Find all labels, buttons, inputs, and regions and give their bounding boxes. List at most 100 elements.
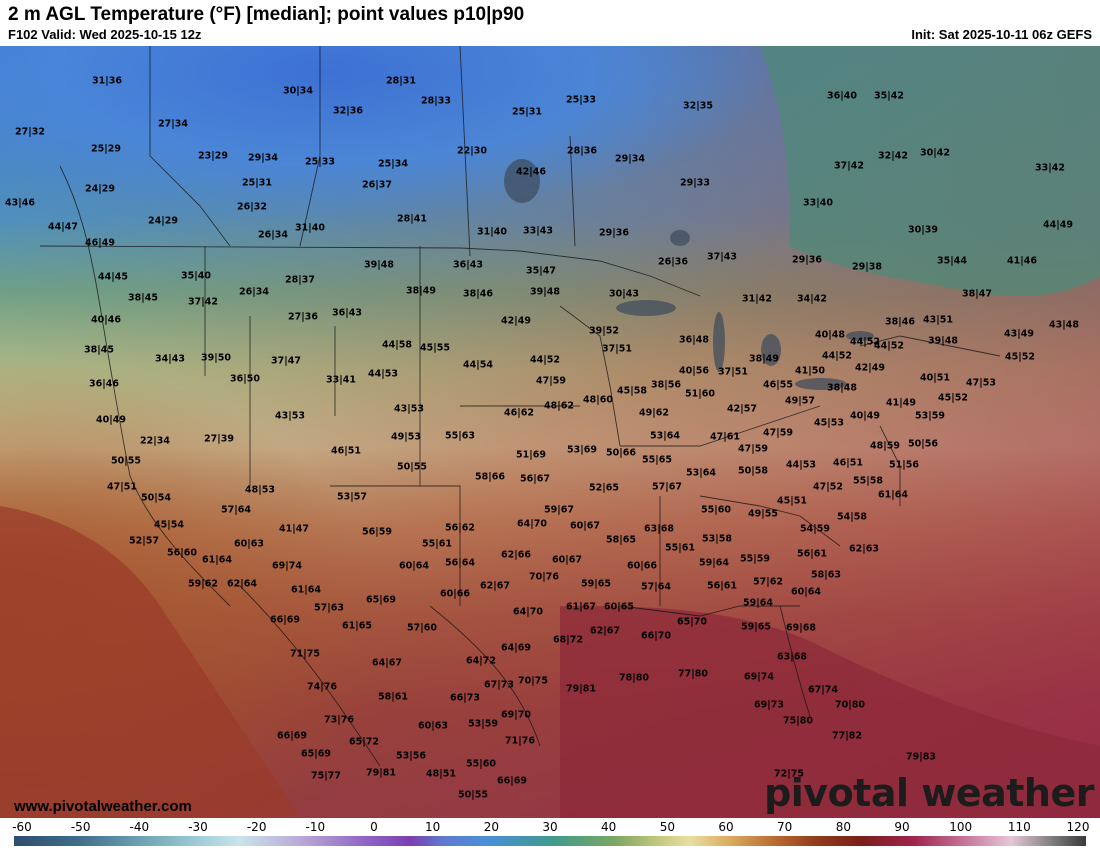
point-value: 44|52 [850, 336, 880, 348]
point-value: 28|37 [285, 274, 315, 286]
point-value: 35|42 [874, 90, 904, 102]
scale-tick-label: 30 [542, 820, 558, 834]
point-value: 42|49 [855, 362, 885, 374]
point-value: 69|73 [754, 699, 784, 711]
point-value: 59|65 [581, 578, 611, 590]
point-value: 26|34 [258, 229, 288, 241]
point-value: 59|67 [544, 504, 574, 516]
point-value: 40|56 [679, 365, 709, 377]
point-value: 34|42 [797, 293, 827, 305]
point-value: 47|53 [966, 377, 996, 389]
point-value: 60|66 [440, 588, 470, 600]
point-value: 29|33 [680, 177, 710, 189]
point-value: 43|53 [275, 410, 305, 422]
point-value: 63|68 [644, 523, 674, 535]
color-scale: -60 -50 -40 -30 -20 -10 0 10 20 30 40 50 60 70 80 90 100… [0, 818, 1100, 850]
point-value: 61|65 [342, 620, 372, 632]
point-value: 50|66 [606, 447, 636, 459]
point-value: 47|59 [738, 443, 768, 455]
point-value: 55|61 [665, 542, 695, 554]
point-value: 53|56 [396, 750, 426, 762]
scale-tick-label: 50 [659, 820, 675, 834]
scale-ticks: -60 -50 -40 -30 -20 -10 0 10 20 30 40 50 60 70 80 90 100… [0, 818, 1100, 834]
point-value: 40|51 [920, 372, 950, 384]
point-value: 55|59 [740, 553, 770, 565]
point-value: 60|63 [234, 538, 264, 550]
scale-tick-label: 110 [1007, 820, 1031, 834]
map-title: 2 m AGL Temperature (°F) [median]; point… [8, 4, 525, 25]
point-value: 26|37 [362, 179, 392, 191]
point-value: 72|75 [774, 768, 804, 780]
point-value: 74|76 [307, 681, 337, 693]
point-value: 57|67 [652, 481, 682, 493]
point-value: 62|66 [501, 549, 531, 561]
temperature-map[interactable]: 31|36 30|34 28|31 28|33 32|36 25|31 25|33 32|35… [0, 46, 1100, 818]
point-value: 27|36 [288, 311, 318, 323]
point-value: 70|80 [835, 699, 865, 711]
point-value: 28|41 [397, 213, 427, 225]
point-value: 38|45 [84, 344, 114, 356]
point-value: 50|55 [397, 461, 427, 473]
point-value: 51|60 [685, 388, 715, 400]
point-value: 65|69 [301, 748, 331, 760]
point-value: 62|67 [480, 580, 510, 592]
point-value: 60|65 [604, 601, 634, 613]
header: 2 m AGL Temperature (°F) [median]; point… [0, 0, 1100, 46]
point-value: 28|33 [421, 95, 451, 107]
point-value: 62|67 [590, 625, 620, 637]
point-value: 29|36 [792, 254, 822, 266]
point-value: 25|33 [566, 94, 596, 106]
point-value: 66|69 [277, 730, 307, 742]
point-value: 38|45 [128, 292, 158, 304]
point-value: 51|69 [516, 449, 546, 461]
point-value: 66|70 [641, 630, 671, 642]
point-value: 38|49 [749, 353, 779, 365]
scale-tick-label: -40 [129, 820, 150, 834]
point-value: 60|64 [791, 586, 821, 598]
point-value: 41|46 [1007, 255, 1037, 267]
point-value: 43|48 [1049, 319, 1079, 331]
scale-tick-label: 90 [894, 820, 910, 834]
point-value: 52|57 [129, 535, 159, 547]
point-value: 56|67 [520, 473, 550, 485]
scale-tick-label: -20 [246, 820, 267, 834]
scale-tick-label: 60 [718, 820, 734, 834]
point-value: 43|46 [5, 197, 35, 209]
scale-tick-label: 120 [1066, 820, 1090, 834]
point-value: 56|59 [362, 526, 392, 538]
point-value: 36|48 [679, 334, 709, 346]
website-credit[interactable]: www.pivotalweather.com [14, 798, 192, 815]
point-value: 62|63 [849, 543, 879, 555]
point-value: 35|40 [181, 270, 211, 282]
point-value: 31|42 [742, 293, 772, 305]
point-value: 69|70 [501, 709, 531, 721]
point-value: 41|50 [795, 365, 825, 377]
point-value: 30|39 [908, 224, 938, 236]
point-value: 64|70 [513, 606, 543, 618]
point-value: 55|58 [853, 475, 883, 487]
point-value: 56|60 [167, 547, 197, 559]
point-value: 33|43 [523, 225, 553, 237]
point-value: 39|52 [589, 325, 619, 337]
point-value: 61|64 [291, 584, 321, 596]
point-value: 53|58 [702, 533, 732, 545]
point-value: 59|62 [188, 578, 218, 590]
point-value: 46|55 [763, 379, 793, 391]
point-value: 48|51 [426, 768, 456, 780]
point-value: 24|29 [148, 215, 178, 227]
point-value: 79|81 [366, 767, 396, 779]
point-value: 47|51 [107, 481, 137, 493]
point-value: 28|36 [567, 145, 597, 157]
point-value: 29|34 [615, 153, 645, 165]
point-value: 53|59 [468, 718, 498, 730]
point-value: 67|73 [484, 679, 514, 691]
point-value: 29|38 [852, 261, 882, 273]
point-value: 77|82 [832, 730, 862, 742]
point-value: 30|34 [283, 85, 313, 97]
point-value: 33|41 [326, 374, 356, 386]
point-value: 56|61 [797, 548, 827, 560]
point-value: 53|57 [337, 491, 367, 503]
point-value: 57|64 [221, 504, 251, 516]
point-value: 56|64 [445, 557, 475, 569]
point-value: 45|52 [938, 392, 968, 404]
